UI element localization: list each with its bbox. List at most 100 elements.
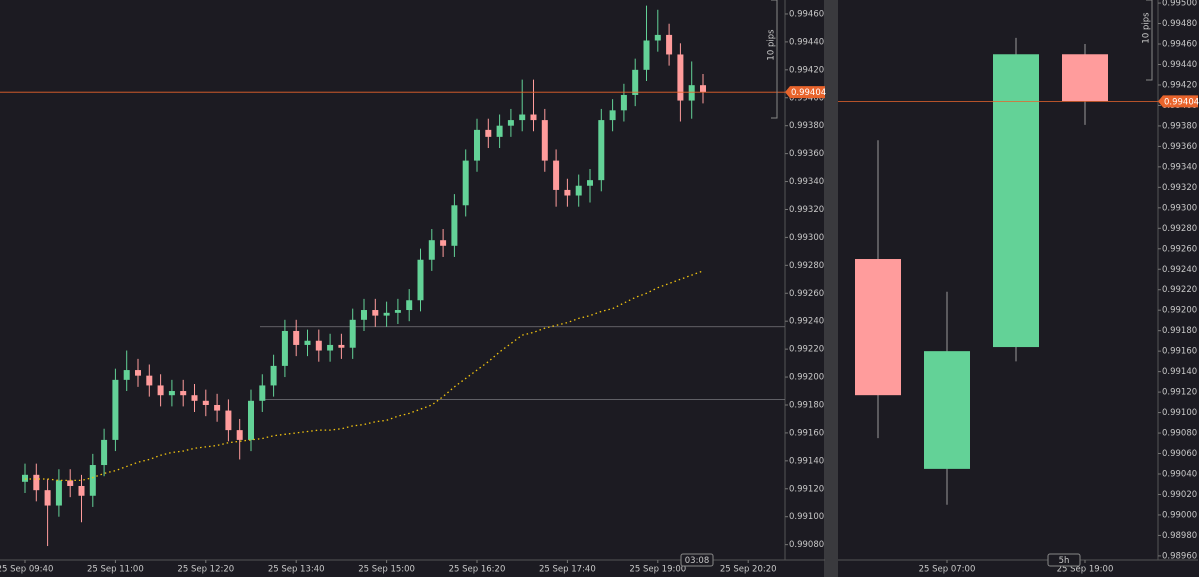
candle-body xyxy=(338,344,345,348)
x-tick-label: 25 Sep 19:00 xyxy=(629,565,686,575)
candle-body xyxy=(440,240,447,246)
y-tick-label: 0.99420 xyxy=(789,65,824,75)
candle-body xyxy=(462,160,469,206)
candle-body xyxy=(180,391,187,396)
candle-body xyxy=(496,125,503,137)
candle-body xyxy=(214,404,221,411)
candle-body xyxy=(327,344,334,351)
y-tick-label: 0.99500 xyxy=(1162,0,1197,9)
candle-body xyxy=(101,439,108,466)
x-tick-label: 25 Sep 13:40 xyxy=(268,565,325,575)
y-tick-label: 0.99260 xyxy=(1162,244,1197,254)
candle-body xyxy=(428,240,435,260)
candle-body xyxy=(632,69,639,95)
ruler-bracket xyxy=(771,0,778,119)
y-tick-label: 0.99280 xyxy=(789,261,824,271)
y-tick-label: 0.99340 xyxy=(789,177,824,187)
ruler-label: 10 pips xyxy=(1142,12,1152,44)
candle-body xyxy=(530,114,537,121)
y-tick-label: 0.99440 xyxy=(789,37,824,47)
y-tick-label: 0.99240 xyxy=(789,317,824,327)
price-label: 0.99404 xyxy=(1164,97,1199,107)
candle-body xyxy=(654,34,661,41)
candle-body xyxy=(924,351,970,469)
y-tick-label: 0.99240 xyxy=(1162,265,1197,275)
candle-body xyxy=(202,400,209,405)
candle-body xyxy=(112,379,119,440)
candle-body xyxy=(855,259,901,396)
timer-box xyxy=(1047,553,1081,567)
y-tick-label: 0.99140 xyxy=(1162,367,1197,377)
candle-body xyxy=(191,395,198,401)
candle-body xyxy=(666,34,673,55)
candle-body xyxy=(67,480,74,486)
y-tick-label: 0.99400 xyxy=(789,93,824,103)
y-tick-label: 0.99300 xyxy=(1162,203,1197,213)
x-tick-label: 25 Sep 16:20 xyxy=(449,565,506,575)
candle-body xyxy=(474,129,480,161)
y-tick-label: 0.99200 xyxy=(1162,306,1197,316)
y-tick-label: 0.99160 xyxy=(789,428,824,438)
y-tick-label: 0.99140 xyxy=(789,456,824,466)
y-tick-label: 0.99080 xyxy=(1162,429,1197,439)
candle-body xyxy=(993,54,1039,348)
y-tick-label: 0.99180 xyxy=(1162,326,1197,336)
candle-body xyxy=(304,340,311,345)
y-tick-label: 0.99060 xyxy=(1162,449,1197,459)
y-tick-label: 0.99040 xyxy=(1162,470,1197,480)
timer-box xyxy=(680,553,714,567)
y-tick-label: 0.99020 xyxy=(1162,490,1197,500)
candle-body xyxy=(1062,54,1108,102)
y-tick-label: 0.99220 xyxy=(789,345,824,355)
y-tick-label: 0.99280 xyxy=(1162,224,1197,234)
candle-body xyxy=(406,300,413,311)
y-tick-label: 0.99320 xyxy=(789,205,824,215)
candle-body xyxy=(700,85,706,93)
candle-body xyxy=(620,94,627,111)
y-tick-label: 0.99160 xyxy=(1162,347,1197,357)
x-tick-label: 25 Sep 12:20 xyxy=(177,565,234,575)
y-tick-label: 0.99100 xyxy=(789,512,824,522)
y-tick-label: 0.99320 xyxy=(1162,183,1197,193)
candle-body xyxy=(541,120,548,161)
price-tag xyxy=(785,86,825,99)
timer-label: 5h xyxy=(1059,556,1070,566)
candle-body xyxy=(22,474,28,482)
x-tick-label: 25 Sep 15:00 xyxy=(358,565,415,575)
price-tag xyxy=(1158,95,1198,108)
candle-body xyxy=(451,205,458,246)
x-tick-label: 25 Sep 09:40 xyxy=(0,565,53,575)
y-tick-label: 0.99420 xyxy=(1162,80,1197,90)
y-tick-label: 0.99460 xyxy=(789,9,824,19)
x-tick-label: 25 Sep 11:00 xyxy=(87,565,144,575)
candle-body xyxy=(349,319,356,348)
ruler-label: 10 pips xyxy=(767,29,777,61)
candle-body xyxy=(55,480,62,506)
y-tick-label: 0.99340 xyxy=(1162,162,1197,172)
y-tick-label: 0.99180 xyxy=(789,400,824,410)
candle-body xyxy=(78,485,85,496)
x-tick-label: 25 Sep 07:00 xyxy=(919,565,976,575)
candle-body xyxy=(417,259,424,301)
candle-body xyxy=(372,310,379,316)
candle-body xyxy=(507,120,514,126)
candle-body xyxy=(383,312,390,316)
y-tick-label: 0.99460 xyxy=(1162,40,1197,50)
candle-body xyxy=(394,310,401,313)
candle-body xyxy=(587,180,593,186)
candle-body xyxy=(225,410,232,431)
candle-body xyxy=(270,365,277,386)
timer-label: 03:08 xyxy=(685,556,710,566)
y-tick-label: 0.99360 xyxy=(1162,142,1197,152)
y-tick-label: 0.99360 xyxy=(789,149,824,159)
y-tick-label: 0.98980 xyxy=(1162,531,1197,541)
y-tick-label: 0.99480 xyxy=(1162,19,1197,29)
candle-body xyxy=(123,370,130,380)
candle-body xyxy=(157,385,164,396)
x-tick-label: 25 Sep 20:20 xyxy=(720,565,777,575)
candle-body xyxy=(33,474,40,491)
y-tick-label: 0.99200 xyxy=(789,373,824,383)
candle-body xyxy=(485,129,492,137)
